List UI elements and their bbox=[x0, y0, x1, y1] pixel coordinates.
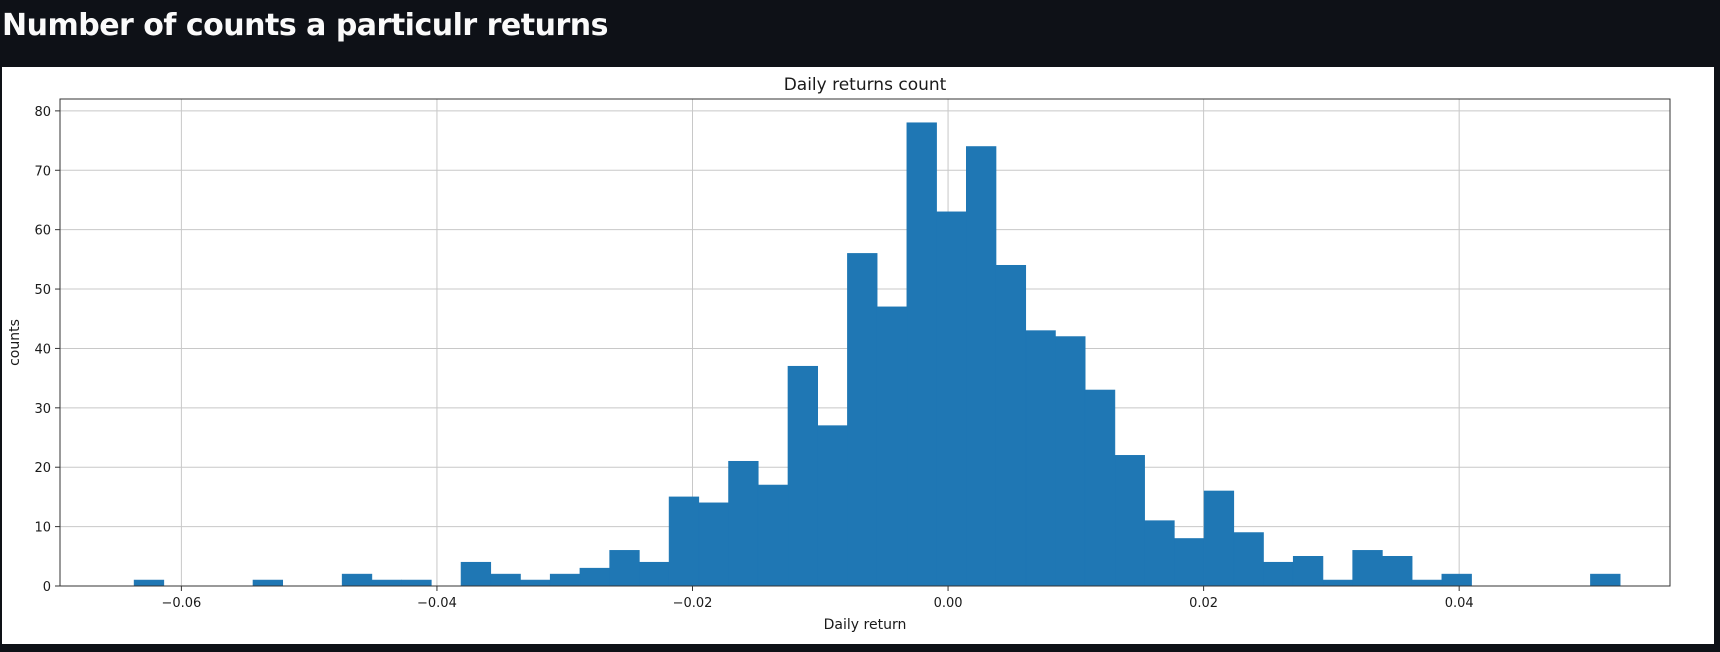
grid-lines bbox=[60, 99, 1670, 587]
histogram-bar bbox=[1233, 532, 1264, 587]
page-title: Number of counts a particulr returns bbox=[2, 8, 608, 43]
y-tick-label: 50 bbox=[34, 283, 51, 298]
y-tick-label: 60 bbox=[34, 224, 51, 239]
histogram-bar bbox=[1174, 538, 1205, 587]
histogram-bar bbox=[995, 264, 1027, 587]
chart-title: Daily returns count bbox=[784, 75, 947, 95]
y-tick-label: 30 bbox=[34, 402, 51, 417]
histogram-bar bbox=[371, 579, 402, 587]
histogram-bars bbox=[133, 122, 1621, 587]
y-tick-label: 80 bbox=[34, 105, 51, 120]
histogram-bar bbox=[1203, 490, 1235, 587]
histogram-bar bbox=[490, 573, 521, 587]
histogram-bar bbox=[1144, 520, 1175, 587]
x-tick-label: 0.04 bbox=[1445, 596, 1474, 611]
histogram-bar bbox=[787, 365, 818, 587]
histogram-bar bbox=[133, 579, 165, 587]
histogram-bar bbox=[639, 561, 670, 587]
histogram-bar bbox=[668, 496, 700, 587]
histogram-bar bbox=[698, 502, 729, 587]
histogram-bar bbox=[460, 561, 492, 587]
histogram-bar bbox=[1025, 330, 1056, 587]
x-tick-label: 0.00 bbox=[934, 596, 963, 611]
y-tick-label: 20 bbox=[34, 461, 51, 476]
histogram-bar bbox=[936, 211, 967, 587]
histogram-bar bbox=[1292, 556, 1324, 587]
histogram-bar bbox=[757, 484, 789, 587]
y-tick-label: 10 bbox=[34, 521, 51, 536]
histogram-bar bbox=[1441, 573, 1472, 587]
histogram-bar bbox=[401, 579, 432, 587]
histogram-bar bbox=[1263, 561, 1294, 587]
histogram-bar bbox=[341, 573, 373, 587]
x-tick-label: −0.04 bbox=[417, 596, 457, 611]
histogram-bar bbox=[609, 550, 640, 587]
chart-panel: −0.06 −0.04 −0.02 0.00 0.02 0.04 0 10 20 30 40 50 60… bbox=[2, 67, 1714, 644]
histogram-bar bbox=[1084, 389, 1116, 587]
y-tick-label: 40 bbox=[34, 342, 51, 357]
x-tick-label: −0.06 bbox=[161, 596, 201, 611]
histogram-bar bbox=[549, 573, 581, 587]
x-tick-label: 0.02 bbox=[1189, 596, 1218, 611]
histogram-bar bbox=[1114, 455, 1145, 587]
histogram-bar bbox=[1411, 579, 1443, 587]
histogram-bar bbox=[1352, 550, 1383, 587]
plot-frame bbox=[59, 98, 1671, 587]
y-axis-label: counts bbox=[7, 319, 23, 366]
histogram-bar bbox=[252, 579, 284, 587]
histogram-bar bbox=[847, 253, 878, 587]
histogram-bar bbox=[1382, 556, 1413, 587]
x-tick-label: −0.02 bbox=[673, 596, 713, 611]
histogram-bar bbox=[579, 567, 610, 587]
histogram-bar bbox=[728, 460, 759, 587]
histogram-bar bbox=[1590, 573, 1621, 587]
axis-ticks: −0.06 −0.04 −0.02 0.00 0.02 0.04 0 10 20 30 40 50 60… bbox=[34, 105, 1473, 611]
y-tick-label: 0 bbox=[43, 580, 51, 595]
histogram-bar bbox=[966, 146, 997, 587]
histogram-bar bbox=[520, 579, 551, 587]
histogram-bar bbox=[906, 122, 937, 587]
histogram-bar bbox=[876, 306, 908, 587]
x-axis-label: Daily return bbox=[824, 617, 907, 633]
histogram-chart: −0.06 −0.04 −0.02 0.00 0.02 0.04 0 10 20 30 40 50 60… bbox=[7, 75, 1671, 633]
histogram-bar bbox=[817, 425, 848, 587]
histogram-bar bbox=[1055, 336, 1086, 587]
y-tick-label: 70 bbox=[34, 164, 51, 179]
histogram-bar bbox=[1322, 579, 1353, 587]
